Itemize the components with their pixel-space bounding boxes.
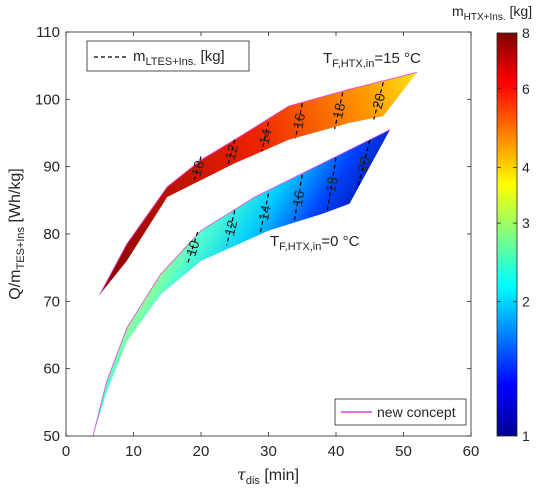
- contour-lower-10: [186, 231, 199, 265]
- new-concept-line-upper: [99, 71, 418, 295]
- contour-upper-16: [294, 103, 303, 139]
- surfaces: [92, 71, 418, 437]
- new-concept-line-lower: [92, 129, 391, 437]
- x-axis-ticks: 0 10 20 30 40 50 60: [62, 32, 480, 460]
- colorbar-tick-label: 2: [522, 294, 530, 310]
- contour-label-upper-10: 10: [188, 158, 208, 178]
- y-tick-label: 80: [43, 226, 60, 243]
- contour-label-upper-12: 12: [222, 142, 242, 161]
- colorbar-title-main: m: [452, 3, 464, 19]
- legend-contours-label: mLTES+Ins. [kg]: [133, 48, 225, 68]
- legend-contours: mLTES+Ins. [kg]: [86, 40, 250, 72]
- colorbar-tick-label: 6: [522, 81, 530, 97]
- annotation-lower-main: T: [270, 233, 279, 250]
- x-axis-label-unit: [min]: [260, 467, 299, 484]
- y-axis-label-unit: [Wh/kg]: [7, 168, 24, 227]
- contour-label-lower-10: 10: [183, 238, 203, 258]
- colorbar: 1 2 3 4 6 8 mHTX+Ins. [kg]: [452, 3, 532, 444]
- colorbar-tick-label: 8: [522, 25, 530, 41]
- y-axis-label-base: Q/m: [7, 269, 24, 299]
- contour-upper-18: [334, 92, 344, 130]
- x-tick-label: 20: [193, 443, 210, 460]
- x-tick-label: 40: [328, 443, 345, 460]
- contour-label-lower-18: 18: [322, 175, 340, 193]
- contour-lower-20: [357, 140, 371, 189]
- y-tick-label: 100: [35, 91, 60, 108]
- contour-label-upper-18: 18: [329, 101, 348, 120]
- y-tick-label: 110: [36, 24, 60, 41]
- colorbar-title: mHTX+Ins. [kg]: [452, 3, 532, 23]
- colorbar-bar: [496, 32, 518, 437]
- y-tick-label: 50: [43, 428, 60, 445]
- annotation-upper: TF,HTX,in=15 °C: [323, 50, 421, 70]
- legend-new-concept: new concept: [334, 398, 467, 426]
- y-tick-label: 70: [43, 293, 60, 310]
- contour-upper-12: [227, 139, 236, 165]
- y-axis-label: Q/mTES+Ins [Wh/kg]: [7, 168, 27, 299]
- y-tick-label: 60: [43, 361, 60, 378]
- x-tick-label: 30: [260, 443, 277, 460]
- legend-contours-box: [86, 40, 250, 72]
- contour-lines: 10 12 14 16 18 20 10 12 14 16 18 20: [183, 82, 388, 265]
- contour-label-upper-20: 20: [369, 91, 388, 110]
- contour-label-lower-14: 14: [255, 203, 274, 222]
- contour-label-lower-20: 20: [354, 155, 373, 174]
- contour-upper-14: [261, 122, 270, 152]
- contour-label-upper-14: 14: [256, 127, 275, 146]
- surface-lower: [93, 129, 390, 436]
- colorbar-title-unit: [kg]: [506, 3, 532, 19]
- plot-area: [66, 32, 471, 436]
- contour-lower-18: [326, 157, 337, 212]
- colorbar-ticks: 1 2 3 4 6 8: [497, 25, 530, 444]
- annotation-lower-value: =0 °C: [321, 233, 359, 250]
- legend-contours-label-main: m: [133, 48, 146, 65]
- x-axis-label: τdis [min]: [237, 465, 299, 487]
- colorbar-tick-label: 1: [522, 428, 530, 444]
- colorbar-tick-label: 4: [522, 159, 530, 175]
- colorbar-title-sub: HTX+Ins.: [464, 12, 506, 23]
- x-tick-label: 10: [125, 443, 142, 460]
- contour-upper-20: [373, 82, 384, 120]
- y-axis-label-sub: TES+Ins: [15, 226, 27, 269]
- annotation-upper-main: T: [323, 50, 332, 67]
- surface-upper: [99, 72, 417, 295]
- contour-lower-16: [293, 174, 303, 222]
- legend-new-concept-label: new concept: [377, 404, 456, 420]
- annotation-lower: TF,HTX,in=0 °C: [270, 233, 360, 253]
- colorbar-tick-label: 3: [522, 215, 530, 231]
- x-tick-label: 0: [62, 443, 70, 460]
- x-axis-label-symbol: τ: [237, 465, 247, 484]
- legend-contours-label-unit: [kg]: [196, 48, 224, 65]
- annotation-lower-sub: F,HTX,in: [279, 241, 321, 253]
- x-tick-label: 50: [395, 443, 412, 460]
- x-tick-label: 60: [463, 443, 480, 460]
- y-tick-label: 90: [43, 159, 60, 176]
- annotation-upper-value: =15 °C: [374, 50, 421, 67]
- y-axis-ticks: 50 60 70 80 90 100 110: [35, 24, 471, 445]
- contour-label-upper-16: 16: [290, 112, 309, 131]
- x-axis-label-sub: dis: [246, 475, 261, 487]
- annotation-upper-sub: F,HTX,in: [332, 58, 374, 70]
- contour-lower-12: [226, 210, 236, 246]
- contour-label-lower-12: 12: [221, 218, 240, 237]
- legend-contours-label-sub: LTES+Ins.: [146, 56, 197, 68]
- contour-label-lower-16: 16: [289, 189, 307, 207]
